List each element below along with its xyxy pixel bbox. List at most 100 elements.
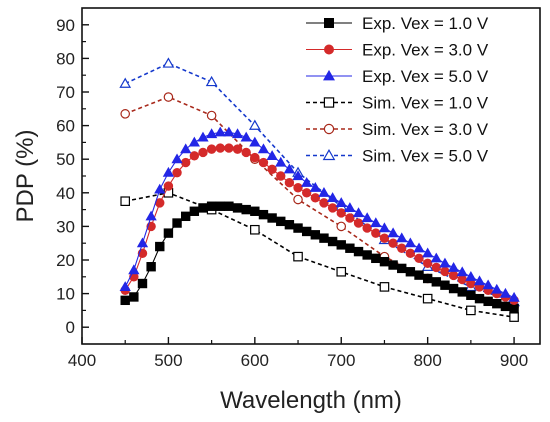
y-tick-label: 40: [56, 184, 75, 203]
data-point: [119, 77, 132, 88]
data-point: [180, 143, 192, 154]
data-point: [215, 201, 225, 211]
data-point: [318, 187, 330, 197]
data-point: [422, 247, 434, 258]
data-point: [249, 136, 261, 147]
y-tick-label: 10: [56, 285, 75, 304]
y-tick-label: 80: [56, 49, 75, 68]
data-point: [276, 171, 286, 181]
data-point: [188, 136, 200, 147]
data-point: [404, 237, 417, 248]
legend-item: Sim. Vex = 1.0 V: [306, 94, 489, 113]
data-point: [319, 233, 329, 243]
y-tick-label: 90: [56, 16, 75, 35]
legend-marker: [323, 44, 334, 55]
data-point: [250, 152, 260, 163]
data-point: [396, 232, 408, 243]
plot-marks: [119, 57, 520, 322]
data-point: [206, 144, 217, 154]
data-point: [292, 170, 304, 181]
data-point: [301, 188, 312, 198]
data-point: [310, 193, 321, 203]
y-axis-title: PDP (%): [12, 130, 39, 223]
data-point: [447, 261, 460, 272]
data-point: [293, 223, 303, 233]
data-point: [250, 224, 260, 235]
data-point: [336, 221, 347, 232]
data-point: [206, 110, 217, 121]
data-point: [267, 213, 277, 223]
data-point: [163, 228, 174, 238]
data-point: [293, 183, 303, 193]
legend-item: Sim. Vex = 5.0 V: [306, 147, 489, 166]
data-point: [405, 248, 416, 258]
data-point: [205, 128, 218, 139]
data-point: [448, 270, 459, 281]
data-point: [250, 206, 260, 216]
data-point: [163, 181, 174, 191]
data-point: [336, 208, 346, 218]
legend-marker: [322, 149, 336, 161]
legend-label: Sim. Vex = 5.0 V: [362, 147, 489, 166]
data-point: [205, 75, 218, 87]
series-line: [125, 191, 515, 318]
y-tick-label: 60: [56, 117, 75, 136]
data-point: [128, 264, 140, 275]
data-point: [120, 196, 131, 206]
data-point: [405, 267, 416, 277]
data-point: [422, 258, 433, 269]
legend-marker: [323, 97, 335, 108]
data-point: [362, 223, 372, 233]
legend-marker: [323, 17, 334, 28]
data-point: [136, 237, 149, 248]
data-point: [508, 291, 520, 302]
series-line: [124, 62, 515, 303]
series-3: [119, 126, 520, 302]
data-point: [431, 277, 442, 287]
data-point: [232, 144, 243, 154]
legend-label: Exp. Vex = 1.0 V: [362, 14, 489, 33]
data-point: [440, 280, 450, 290]
data-point: [482, 279, 494, 290]
data-point: [310, 230, 321, 240]
data-point: [379, 282, 390, 292]
data-point: [474, 293, 485, 304]
data-point: [439, 257, 451, 268]
data-point: [223, 126, 235, 137]
data-point: [422, 293, 433, 304]
data-point: [352, 207, 365, 218]
data-point: [275, 156, 287, 167]
data-point: [215, 143, 225, 153]
legend-label: Exp. Vex = 5.0 V: [362, 67, 489, 86]
data-point: [353, 218, 364, 228]
data-point: [387, 227, 399, 238]
data-point: [248, 119, 261, 130]
data-point: [509, 312, 519, 322]
data-point: [206, 201, 217, 211]
data-point: [145, 210, 157, 221]
data-point: [231, 128, 244, 139]
data-point: [370, 217, 382, 228]
data-point: [336, 240, 346, 250]
y-tick-label: 50: [56, 150, 75, 169]
data-point: [284, 178, 295, 188]
legend-marker: [323, 123, 335, 135]
data-point: [491, 283, 503, 294]
data-point: [361, 212, 373, 223]
data-point: [456, 266, 468, 277]
data-point: [483, 296, 493, 307]
data-point: [397, 263, 407, 274]
data-point: [240, 131, 252, 142]
x-tick-label: 600: [241, 351, 269, 370]
data-point: [319, 198, 329, 208]
data-point: [258, 209, 269, 220]
legend-item: Exp. Vex = 3.0 V: [306, 41, 489, 60]
data-point: [457, 274, 467, 285]
series-1: [120, 201, 519, 314]
legend-item: Exp. Vex = 5.0 V: [306, 67, 489, 86]
data-point: [379, 256, 390, 267]
data-point: [189, 151, 200, 161]
data-point: [171, 153, 183, 164]
data-point: [276, 216, 286, 227]
data-point: [309, 182, 321, 192]
